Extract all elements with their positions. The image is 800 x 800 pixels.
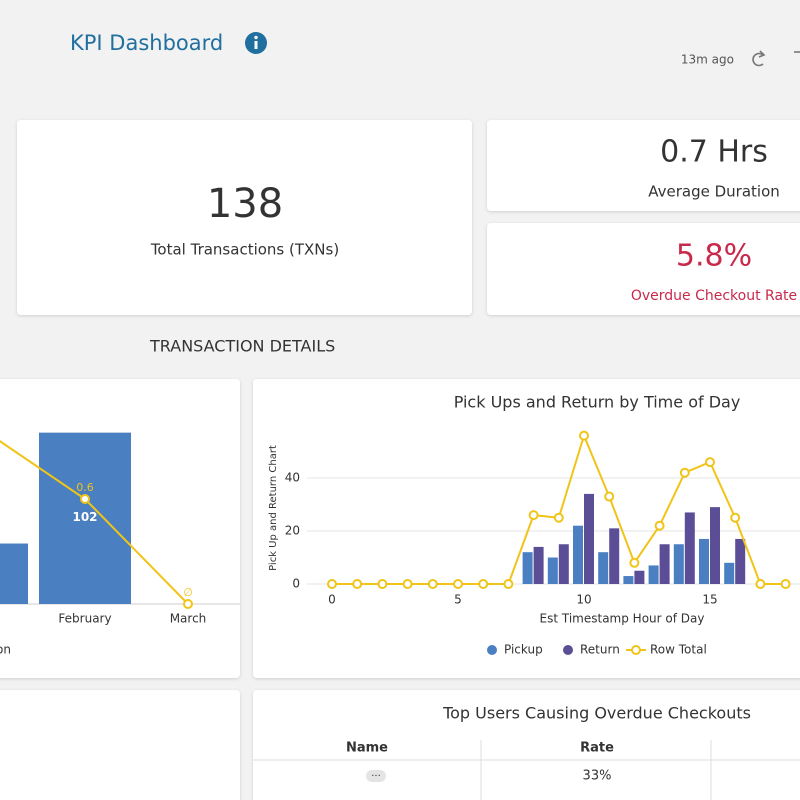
- name-pill[interactable]: [366, 770, 386, 782]
- refresh-button[interactable]: [752, 50, 766, 67]
- kpi-value: 0.7 Hrs: [660, 135, 768, 170]
- kpi-value: 5.8%: [676, 239, 752, 274]
- data-label: 102: [72, 510, 97, 524]
- table-cell: 33%: [583, 769, 612, 784]
- line-point: [183, 599, 193, 609]
- x-tick-label: 0: [328, 593, 336, 607]
- line-point: [553, 512, 564, 523]
- bar: [699, 538, 709, 584]
- bar: [558, 544, 569, 584]
- bar: [648, 565, 659, 584]
- bar: [684, 512, 695, 584]
- kpi-card: [487, 223, 800, 315]
- line-point: [503, 579, 514, 589]
- kpi-card: [487, 120, 800, 211]
- bar: [533, 546, 544, 584]
- line-point: [402, 579, 413, 589]
- table-cell: ···: [371, 771, 381, 782]
- legend-label: Return: [580, 643, 620, 657]
- data-label: 0.6: [76, 481, 94, 494]
- section-title: TRANSACTION DETAILS: [149, 337, 335, 356]
- bar: [0, 543, 28, 604]
- line-point: [730, 512, 741, 523]
- x-tick-label: February: [58, 612, 111, 626]
- line-point: [453, 579, 463, 589]
- bar: [710, 507, 720, 584]
- bar: [584, 493, 594, 584]
- chart-title: Pick Ups and Return by Time of Day: [454, 393, 741, 412]
- x-axis-label: Est Timestamp Hour of Day: [540, 612, 705, 626]
- data-label: ∅: [183, 586, 193, 599]
- bar: [573, 525, 583, 584]
- x-tick-label: 15: [702, 593, 717, 607]
- bar: [659, 544, 670, 584]
- kpi-label: Overdue Checkout Rate: [631, 288, 797, 304]
- bar: [522, 552, 533, 584]
- x-tick-label: 10: [576, 593, 591, 607]
- legend-marker: [487, 645, 497, 655]
- updated-time: 13m ago: [681, 53, 734, 67]
- column-header: Rate: [580, 741, 614, 756]
- line-point: [780, 579, 791, 589]
- bar: [634, 570, 645, 584]
- line-point: [427, 579, 438, 589]
- legend-label: Row Total: [650, 643, 707, 657]
- kpi-card: [17, 120, 472, 315]
- line-point: [679, 467, 690, 478]
- bar: [609, 528, 620, 584]
- line-point: [327, 579, 337, 589]
- kpi-label: Total Transactions (TXNs): [150, 241, 339, 259]
- card: [0, 690, 240, 800]
- column-header: Name: [346, 741, 388, 756]
- line-point: [377, 579, 388, 589]
- bar: [673, 544, 684, 584]
- legend-marker: [631, 645, 641, 655]
- table-card: [253, 690, 800, 800]
- table-title: Top Users Causing Overdue Checkouts: [442, 704, 751, 723]
- bar: [39, 432, 131, 604]
- bar: [724, 562, 735, 584]
- x-tick-label: March: [170, 612, 207, 626]
- left-chart: February 102 March 0.6 ∅ on: [0, 432, 240, 657]
- line-point: [528, 510, 539, 521]
- chart-card: [253, 379, 800, 678]
- y-tick-label: 0: [292, 577, 300, 591]
- line-point: [579, 430, 589, 441]
- line-point: [80, 494, 90, 504]
- kpi-label: Average Duration: [648, 183, 780, 201]
- line-point: [629, 557, 640, 568]
- line-point: [478, 579, 489, 589]
- legend-marker: [563, 645, 573, 655]
- bar: [623, 576, 634, 584]
- line-point: [352, 579, 363, 589]
- dashboard-title: KPI Dashboard: [70, 31, 223, 55]
- bar: [598, 552, 609, 584]
- y-tick-label: 20: [285, 524, 300, 538]
- x-axis-label: on: [0, 643, 11, 657]
- time-chart: Pick Ups and Return by Time of Day 0 20 40 0…: [268, 393, 800, 657]
- line-point: [604, 491, 615, 502]
- legend-label: Pickup: [504, 643, 543, 657]
- kpi-value: 138: [207, 181, 283, 227]
- y-axis-label: Pick Up and Return Chart: [268, 445, 279, 571]
- line-point: [654, 520, 665, 531]
- bar: [547, 557, 558, 584]
- line-point: [755, 579, 766, 589]
- x-tick-label: 5: [454, 593, 462, 607]
- bar: [735, 538, 746, 584]
- line-point: [705, 457, 715, 468]
- info-icon[interactable]: [245, 32, 267, 54]
- y-tick-label: 40: [285, 471, 300, 485]
